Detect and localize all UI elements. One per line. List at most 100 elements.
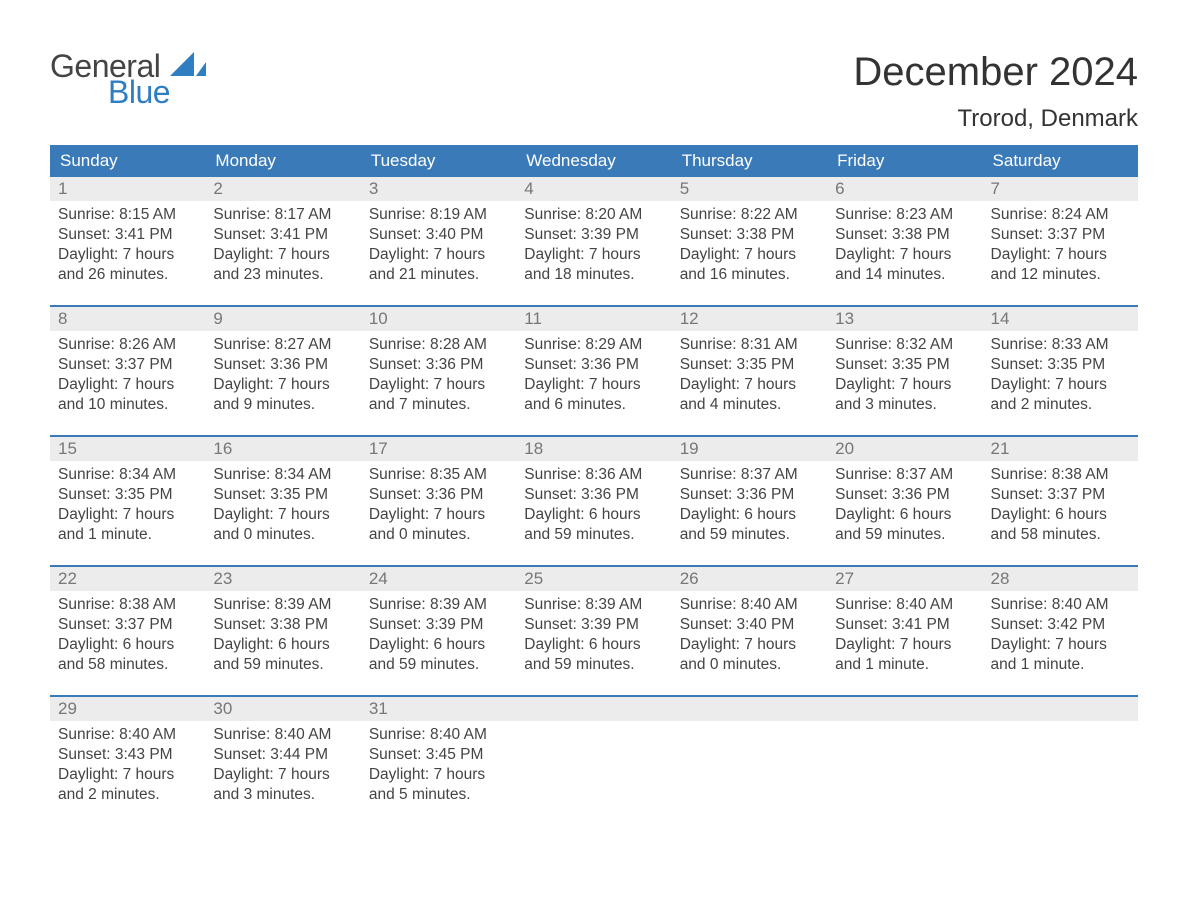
sunrise-text: Sunrise: 8:36 AM bbox=[524, 465, 663, 485]
calendar-cell: 12Sunrise: 8:31 AMSunset: 3:35 PMDayligh… bbox=[672, 307, 827, 435]
calendar-cell: 27Sunrise: 8:40 AMSunset: 3:41 PMDayligh… bbox=[827, 567, 982, 695]
calendar-cell: 16Sunrise: 8:34 AMSunset: 3:35 PMDayligh… bbox=[205, 437, 360, 565]
day-number: 8 bbox=[50, 307, 205, 331]
calendar-cell: 10Sunrise: 8:28 AMSunset: 3:36 PMDayligh… bbox=[361, 307, 516, 435]
day-number: 31 bbox=[361, 697, 516, 721]
daylight-text: Daylight: 7 hours bbox=[58, 375, 197, 395]
sunset-text: Sunset: 3:43 PM bbox=[58, 745, 197, 765]
sunset-text: Sunset: 3:45 PM bbox=[369, 745, 508, 765]
sunrise-text: Sunrise: 8:38 AM bbox=[991, 465, 1130, 485]
day-number: 23 bbox=[205, 567, 360, 591]
daylight-text: Daylight: 7 hours bbox=[991, 635, 1130, 655]
day-number: 1 bbox=[50, 177, 205, 201]
daylight-text: Daylight: 7 hours bbox=[835, 245, 974, 265]
sunset-text: Sunset: 3:39 PM bbox=[524, 615, 663, 635]
day-number: 16 bbox=[205, 437, 360, 461]
sunrise-text: Sunrise: 8:22 AM bbox=[680, 205, 819, 225]
daylight-text: Daylight: 7 hours bbox=[524, 375, 663, 395]
daylight-text: Daylight: 6 hours bbox=[835, 505, 974, 525]
daylight-text: and 12 minutes. bbox=[991, 265, 1130, 285]
day-details: Sunrise: 8:28 AMSunset: 3:36 PMDaylight:… bbox=[361, 331, 516, 416]
sunset-text: Sunset: 3:35 PM bbox=[991, 355, 1130, 375]
day-details: Sunrise: 8:34 AMSunset: 3:35 PMDaylight:… bbox=[50, 461, 205, 546]
daylight-text: and 0 minutes. bbox=[680, 655, 819, 675]
day-details: Sunrise: 8:39 AMSunset: 3:39 PMDaylight:… bbox=[516, 591, 671, 676]
sunset-text: Sunset: 3:35 PM bbox=[58, 485, 197, 505]
daylight-text: Daylight: 7 hours bbox=[369, 375, 508, 395]
calendar-cell: 18Sunrise: 8:36 AMSunset: 3:36 PMDayligh… bbox=[516, 437, 671, 565]
calendar-cell: 5Sunrise: 8:22 AMSunset: 3:38 PMDaylight… bbox=[672, 177, 827, 305]
day-number: 29 bbox=[50, 697, 205, 721]
sunset-text: Sunset: 3:37 PM bbox=[58, 355, 197, 375]
calendar-cell: 2Sunrise: 8:17 AMSunset: 3:41 PMDaylight… bbox=[205, 177, 360, 305]
sunrise-text: Sunrise: 8:35 AM bbox=[369, 465, 508, 485]
weekday-header-row: Sunday Monday Tuesday Wednesday Thursday… bbox=[50, 145, 1138, 177]
day-number: 9 bbox=[205, 307, 360, 331]
weekday-header: Sunday bbox=[50, 145, 205, 177]
daylight-text: and 14 minutes. bbox=[835, 265, 974, 285]
daylight-text: Daylight: 7 hours bbox=[991, 245, 1130, 265]
day-number: 19 bbox=[672, 437, 827, 461]
day-details: Sunrise: 8:24 AMSunset: 3:37 PMDaylight:… bbox=[983, 201, 1138, 286]
sunrise-text: Sunrise: 8:24 AM bbox=[991, 205, 1130, 225]
calendar-cell: 9Sunrise: 8:27 AMSunset: 3:36 PMDaylight… bbox=[205, 307, 360, 435]
sunset-text: Sunset: 3:44 PM bbox=[213, 745, 352, 765]
daylight-text: and 26 minutes. bbox=[58, 265, 197, 285]
day-details: Sunrise: 8:40 AMSunset: 3:44 PMDaylight:… bbox=[205, 721, 360, 806]
sunset-text: Sunset: 3:37 PM bbox=[58, 615, 197, 635]
daylight-text: Daylight: 7 hours bbox=[680, 245, 819, 265]
sunrise-text: Sunrise: 8:38 AM bbox=[58, 595, 197, 615]
calendar-week: 29 Sunrise: 8:40 AM Sunset: 3:43 PM Dayligh… bbox=[50, 695, 1138, 825]
day-details: Sunrise: 8:23 AMSunset: 3:38 PMDaylight:… bbox=[827, 201, 982, 286]
day-details: Sunrise: 8:38 AMSunset: 3:37 PMDaylight:… bbox=[50, 591, 205, 676]
daylight-text: and 59 minutes. bbox=[680, 525, 819, 545]
sunrise-text: Sunrise: 8:15 AM bbox=[58, 205, 197, 225]
daylight-text: Daylight: 6 hours bbox=[213, 635, 352, 655]
calendar-cell bbox=[672, 697, 827, 825]
day-number: 27 bbox=[827, 567, 982, 591]
daylight-text: Daylight: 7 hours bbox=[369, 765, 508, 785]
day-number: 5 bbox=[672, 177, 827, 201]
day-number: 17 bbox=[361, 437, 516, 461]
weekday-header: Monday bbox=[205, 145, 360, 177]
daylight-text: and 0 minutes. bbox=[369, 525, 508, 545]
empty-day-bar bbox=[672, 697, 827, 721]
daylight-text: Daylight: 7 hours bbox=[58, 505, 197, 525]
logo-sail-icon bbox=[170, 52, 206, 78]
sunrise-text: Sunrise: 8:40 AM bbox=[991, 595, 1130, 615]
day-details: Sunrise: 8:40 AMSunset: 3:41 PMDaylight:… bbox=[827, 591, 982, 676]
day-details: Sunrise: 8:29 AMSunset: 3:36 PMDaylight:… bbox=[516, 331, 671, 416]
daylight-text: Daylight: 7 hours bbox=[680, 635, 819, 655]
daylight-text: Daylight: 6 hours bbox=[58, 635, 197, 655]
daylight-text: and 2 minutes. bbox=[991, 395, 1130, 415]
day-details: Sunrise: 8:20 AMSunset: 3:39 PMDaylight:… bbox=[516, 201, 671, 286]
calendar-cell: 13Sunrise: 8:32 AMSunset: 3:35 PMDayligh… bbox=[827, 307, 982, 435]
daylight-text: and 59 minutes. bbox=[524, 655, 663, 675]
sunset-text: Sunset: 3:35 PM bbox=[680, 355, 819, 375]
day-number: 3 bbox=[361, 177, 516, 201]
daylight-text: and 1 minute. bbox=[991, 655, 1130, 675]
logo: General Blue bbox=[50, 50, 170, 108]
daylight-text: and 59 minutes. bbox=[369, 655, 508, 675]
daylight-text: Daylight: 7 hours bbox=[213, 505, 352, 525]
logo-text-blue: Blue bbox=[108, 76, 170, 108]
calendar-cell: 15Sunrise: 8:34 AMSunset: 3:35 PMDayligh… bbox=[50, 437, 205, 565]
sunrise-text: Sunrise: 8:40 AM bbox=[369, 725, 508, 745]
day-details: Sunrise: 8:17 AMSunset: 3:41 PMDaylight:… bbox=[205, 201, 360, 286]
daylight-text: Daylight: 6 hours bbox=[991, 505, 1130, 525]
calendar-cell: 21Sunrise: 8:38 AMSunset: 3:37 PMDayligh… bbox=[983, 437, 1138, 565]
sunrise-text: Sunrise: 8:19 AM bbox=[369, 205, 508, 225]
sunrise-text: Sunrise: 8:39 AM bbox=[369, 595, 508, 615]
daylight-text: and 1 minute. bbox=[58, 525, 197, 545]
daylight-text: Daylight: 6 hours bbox=[524, 635, 663, 655]
sunset-text: Sunset: 3:40 PM bbox=[680, 615, 819, 635]
location-label: Trorod, Denmark bbox=[853, 105, 1138, 133]
calendar-cell: 6Sunrise: 8:23 AMSunset: 3:38 PMDaylight… bbox=[827, 177, 982, 305]
sunrise-text: Sunrise: 8:32 AM bbox=[835, 335, 974, 355]
weekday-header: Wednesday bbox=[516, 145, 671, 177]
daylight-text: and 2 minutes. bbox=[58, 785, 197, 805]
day-number: 12 bbox=[672, 307, 827, 331]
day-details: Sunrise: 8:39 AMSunset: 3:38 PMDaylight:… bbox=[205, 591, 360, 676]
day-number: 20 bbox=[827, 437, 982, 461]
sunset-text: Sunset: 3:36 PM bbox=[680, 485, 819, 505]
